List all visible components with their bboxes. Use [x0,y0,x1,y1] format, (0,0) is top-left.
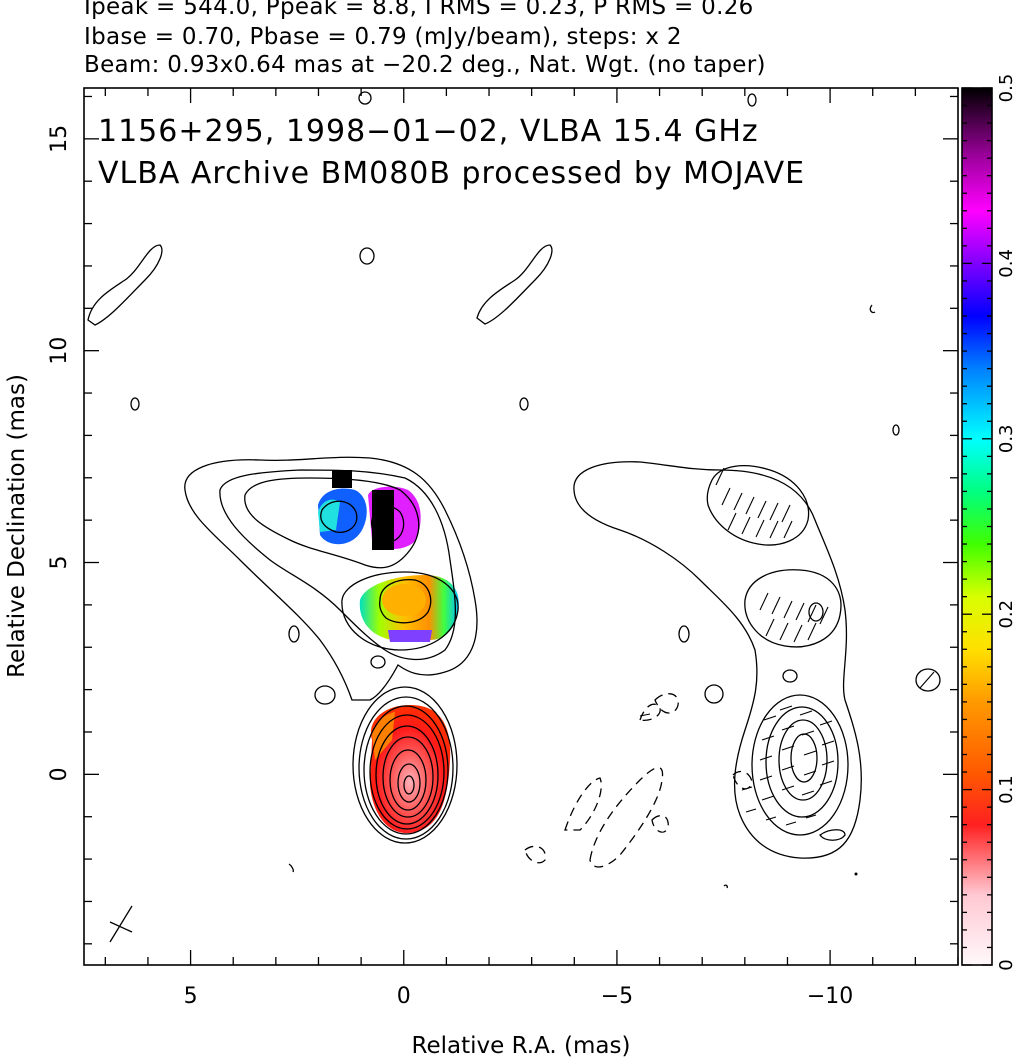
map-content: 1156+295, 1998−01−02, VLBA 15.4 GHz VLBA… [87,91,941,943]
colorbar-tick-label: 0 [996,959,1017,970]
x-tick-label: 5 [184,984,198,1009]
axis-ticks [84,87,992,966]
colorbar-tick-label: 0.3 [996,424,1017,453]
inner-jet-yellow-core [382,584,426,616]
y-tick-label: 15 [47,125,72,153]
colorbar-tick-label: 0.2 [996,600,1017,629]
x-tick-label: −5 [601,984,633,1009]
knot-black-peak-2 [372,490,394,550]
y-axis-label: Relative Declination (mas) [4,374,30,678]
colorbar-tick-label: 0.4 [996,249,1017,278]
x-tick-label: −10 [807,984,853,1009]
core-orange-edge [372,712,395,760]
header-line-2: Ibase = 0.70, Pbase = 0.79 (mJy/beam), s… [84,24,682,50]
beam-symbol [109,905,133,943]
colorbar-tick-label: 0.5 [996,74,1017,103]
y-tick-label: 10 [47,337,72,365]
y-tick-label: 0 [47,767,72,781]
intensity-contours-right [476,93,941,889]
x-tick-label: 0 [397,984,411,1009]
x-axis-label: Relative R.A. (mas) [412,1033,631,1059]
y-tick-label: 5 [47,556,72,570]
colorbar-tick-label: 0.1 [996,775,1017,804]
polarization-color-map [318,470,459,834]
polarization-vectors [639,467,935,826]
inner-jet-blue-fringe [388,630,432,642]
tick-labels: 5 0 −5 −10 0 5 10 15 0 0.1 0.2 0.3 0.4 0.5 [47,74,1017,1009]
intensity-contours-left [87,91,478,873]
archive-annotation: VLBA Archive BM080B processed by MOJAVE [98,156,805,191]
header-line-3: Beam: 0.93x0.64 mas at −20.2 deg., Nat. … [84,52,766,78]
header-line-1: Ipeak = 544.0, Ppeak = 8.8, I RMS = 0.23… [84,0,754,20]
plot-frame [83,87,959,966]
source-annotation: 1156+295, 1998−01−02, VLBA 15.4 GHz [98,114,759,149]
